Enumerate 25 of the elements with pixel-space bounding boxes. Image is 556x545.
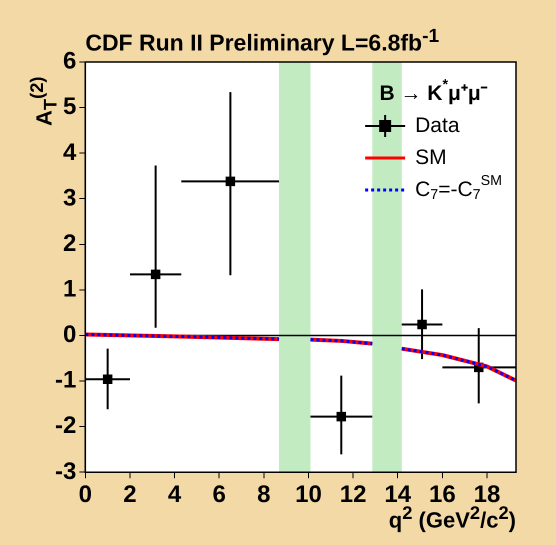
x-tick-label: 8 xyxy=(257,481,271,508)
x-tick-label: 6 xyxy=(212,481,226,508)
y-tick-label: 6 xyxy=(62,48,76,75)
y-tick-label: 2 xyxy=(62,230,76,257)
y-tick-label: -1 xyxy=(54,366,76,394)
x-tick-label: 2 xyxy=(123,481,137,508)
chart-title: CDF Run II Preliminary L=6.8fb$^{-1}$ xyxy=(85,26,440,57)
x-tick-label: 4 xyxy=(168,481,182,508)
y-tick-label: -2 xyxy=(54,412,76,440)
y-tick-label: 3 xyxy=(62,184,76,212)
legend-label: SM xyxy=(415,146,447,169)
point xyxy=(417,320,427,330)
point xyxy=(336,412,346,422)
y-tick-label: 0 xyxy=(62,321,76,348)
y-tick-label: 5 xyxy=(62,93,76,120)
point xyxy=(102,374,112,384)
x-tick-label: 10 xyxy=(295,481,322,508)
y-tick-label: -3 xyxy=(54,458,76,485)
legend-label: Data xyxy=(415,114,460,137)
x-tick-label: 12 xyxy=(340,481,366,508)
y-tick-label: 1 xyxy=(62,276,76,303)
point xyxy=(226,176,236,186)
y-tick-label: 4 xyxy=(62,138,77,166)
legend-title: B → K*μ⁺μ⁻ xyxy=(379,77,488,105)
point xyxy=(150,270,160,280)
